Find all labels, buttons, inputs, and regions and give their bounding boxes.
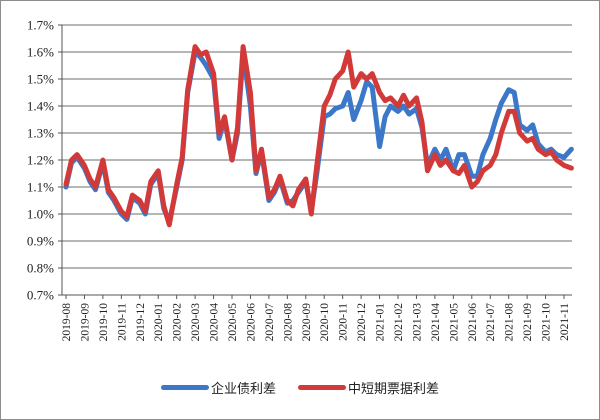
x-tick-label: 2021-03	[411, 303, 423, 342]
x-tick-label: 2021-01	[375, 303, 387, 342]
y-tick-label: 0.7%	[27, 288, 54, 303]
x-tick-label: 2020-09	[301, 303, 313, 342]
x-tick-label: 2019-08	[61, 303, 73, 342]
x-tick-label: 2019-09	[79, 303, 91, 342]
legend-item-mtn-cp: 中短期票据利差	[298, 378, 439, 397]
y-tick-label: 1.4%	[27, 99, 54, 114]
y-tick-label: 1.3%	[27, 126, 54, 141]
x-axis: 2019-08 2019-09 2019-10 2019-11 2019-12 2020-…	[61, 294, 572, 342]
x-tick-label: 2020-12	[356, 303, 368, 342]
y-tick-label: 1.1%	[27, 180, 54, 195]
x-tick-label: 2020-03	[190, 303, 202, 342]
x-tick-label: 2020-04	[209, 303, 221, 342]
series-line-mtn-cp	[63, 44, 574, 228]
y-tick-label: 0.8%	[27, 261, 54, 276]
x-tick-label: 2019-11	[116, 303, 128, 341]
x-tick-label: 2021-05	[448, 303, 460, 342]
x-tick-label: 2020-05	[227, 303, 239, 342]
x-tick-label: 2019-12	[135, 303, 147, 342]
legend-item-corporate-bond: 企业债利差	[160, 378, 276, 397]
y-axis: 0.7% 0.8% 0.9% 1.0% 1.1% 1.2% 1.3% 1.4% 1.5% 1.6%…	[27, 18, 63, 303]
x-tick-label: 2021-07	[485, 303, 497, 342]
x-tick-label: 2020-11	[338, 303, 350, 341]
legend-label: 中短期票据利差	[348, 382, 440, 397]
x-tick-label: 2020-01	[153, 303, 165, 342]
legend-swatch-blue	[160, 385, 209, 390]
x-tick-label: 2021-09	[522, 303, 534, 342]
y-tick-label: 1.6%	[27, 45, 54, 60]
x-tick-label: 2021-08	[504, 303, 516, 342]
y-tick-label: 1.5%	[27, 72, 54, 87]
y-tick-label: 1.0%	[27, 207, 54, 222]
series-lines	[63, 44, 574, 228]
legend-label: 企业债利差	[210, 382, 276, 397]
x-tick-label: 2021-02	[393, 303, 405, 342]
x-tick-label: 2021-06	[467, 303, 479, 342]
y-tick-label: 1.7%	[27, 18, 54, 33]
x-tick-label: 2020-10	[319, 303, 331, 342]
legend-swatch-red	[298, 385, 346, 390]
x-tick-label: 2021-11	[559, 303, 571, 341]
x-tick-label: 2020-07	[264, 303, 276, 342]
x-tick-label: 2021-04	[430, 303, 442, 342]
x-tick-label: 2019-10	[98, 303, 110, 342]
y-tick-label: 0.9%	[27, 234, 54, 249]
x-tick-label: 2020-02	[172, 303, 184, 342]
x-tick-label: 2020-08	[282, 303, 294, 342]
x-tick-label: 2020-06	[245, 303, 257, 342]
legend: 企业债利差 中短期票据利差	[0, 378, 600, 397]
x-tick-label: 2021-10	[541, 303, 553, 342]
y-tick-label: 1.2%	[27, 153, 54, 168]
